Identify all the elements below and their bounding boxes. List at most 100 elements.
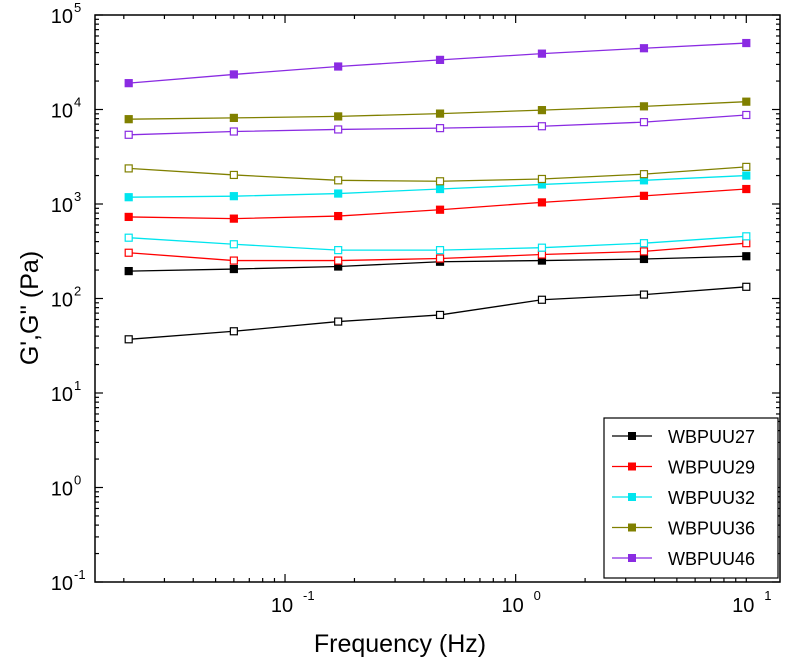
data-point (334, 176, 343, 185)
series-WBPUU32-storage (124, 171, 751, 202)
data-point (435, 124, 445, 133)
data-point (537, 295, 547, 304)
legend-marker (628, 523, 636, 532)
data-point (124, 79, 133, 88)
data-point (742, 162, 751, 171)
legend: WBPUU27 WBPUU29 WBPUU32 WBPUU36 WBPUU46 (603, 417, 779, 579)
data-point (229, 192, 238, 201)
y-tick-exponent: -1 (74, 567, 86, 582)
legend-label: WBPUU27 (668, 427, 755, 447)
x-tick-label: 10 (271, 595, 293, 617)
data-point (229, 170, 238, 180)
data-point (124, 164, 133, 173)
data-point (537, 243, 547, 252)
data-point (229, 70, 238, 79)
data-point (435, 310, 445, 320)
data-point (742, 184, 751, 194)
series-line (128, 188, 747, 220)
data-point (229, 240, 238, 249)
y-axis-label: G',G'' (Pa) (16, 251, 44, 365)
data-point (742, 239, 751, 248)
data-point (334, 256, 343, 265)
data-point (229, 264, 238, 274)
data-point (537, 49, 547, 58)
data-point (229, 256, 238, 265)
series-WBPUU36-storage (124, 97, 751, 124)
axes: 10 -110 010 110 210 310 410 510 -1 10 0 10 1 (51, 0, 781, 617)
data-point (124, 212, 133, 222)
y-tick-exponent: 0 (74, 473, 81, 488)
data-point (435, 205, 445, 214)
data-point (334, 246, 343, 255)
data-point (334, 125, 343, 134)
data-point (124, 335, 133, 344)
data-point (639, 191, 649, 200)
data-point (435, 254, 445, 263)
data-point (229, 327, 238, 336)
data-point (435, 55, 445, 64)
x-tick-exponent: -1 (303, 588, 315, 603)
data-point (435, 184, 445, 194)
legend-label: WBPUU46 (668, 549, 755, 569)
data-point (124, 233, 133, 242)
data-point (334, 317, 343, 326)
data-point (124, 266, 133, 276)
data-point (639, 290, 649, 299)
legend-marker (628, 554, 636, 562)
y-tick-label: 10 (51, 195, 73, 217)
data-point (334, 62, 343, 71)
data-point (742, 252, 751, 261)
legend-marker (628, 432, 636, 440)
data-point (124, 193, 133, 202)
data-point (537, 250, 547, 259)
data-point (639, 170, 649, 179)
data-point (537, 174, 547, 184)
y-tick-exponent: 4 (74, 95, 81, 110)
legend-label: WBPUU36 (668, 519, 755, 539)
series-unlabeled-loss (124, 110, 751, 139)
data-point (537, 198, 547, 207)
data-point (742, 97, 751, 106)
x-tick-exponent: 0 (534, 588, 541, 603)
data-point (639, 44, 649, 53)
x-axis-label: Frequency (Hz) (314, 630, 486, 658)
data-point (124, 130, 133, 139)
data-point (229, 113, 238, 122)
data-point (537, 122, 547, 131)
y-tick-label: 10 (51, 573, 73, 595)
series-WBPUU29-storage (124, 184, 751, 223)
data-point (229, 127, 238, 136)
legend-marker (628, 462, 636, 471)
data-point (639, 118, 649, 127)
y-tick-exponent: 2 (74, 284, 81, 299)
y-tick-exponent: 1 (74, 378, 81, 393)
y-tick-exponent: 5 (74, 0, 81, 15)
data-point (334, 189, 343, 198)
data-point (742, 171, 751, 180)
data-point (537, 106, 547, 115)
data-point (124, 115, 133, 124)
y-tick-label: 10 (51, 101, 73, 123)
series-unlabeled-loss (124, 232, 751, 255)
x-tick-exponent: 1 (764, 588, 771, 603)
data-point (435, 109, 445, 118)
data-point (229, 214, 238, 223)
y-tick-label: 10 (51, 384, 73, 406)
series-layer (124, 38, 751, 344)
y-tick-label: 10 (51, 290, 73, 312)
y-tick-label: 10 (51, 479, 73, 501)
series-WBPUU46-storage (124, 38, 751, 88)
legend-label: WBPUU29 (668, 458, 755, 478)
data-point (639, 254, 649, 264)
data-point (639, 239, 649, 248)
data-point (742, 38, 751, 48)
data-point (124, 248, 133, 257)
x-tick-label: 10 (502, 595, 524, 617)
legend-marker (628, 493, 636, 501)
x-tick-label: 10 (732, 595, 754, 617)
data-point (742, 282, 751, 291)
data-point (334, 211, 343, 221)
data-point (334, 112, 343, 121)
y-tick-exponent: 3 (74, 189, 81, 204)
